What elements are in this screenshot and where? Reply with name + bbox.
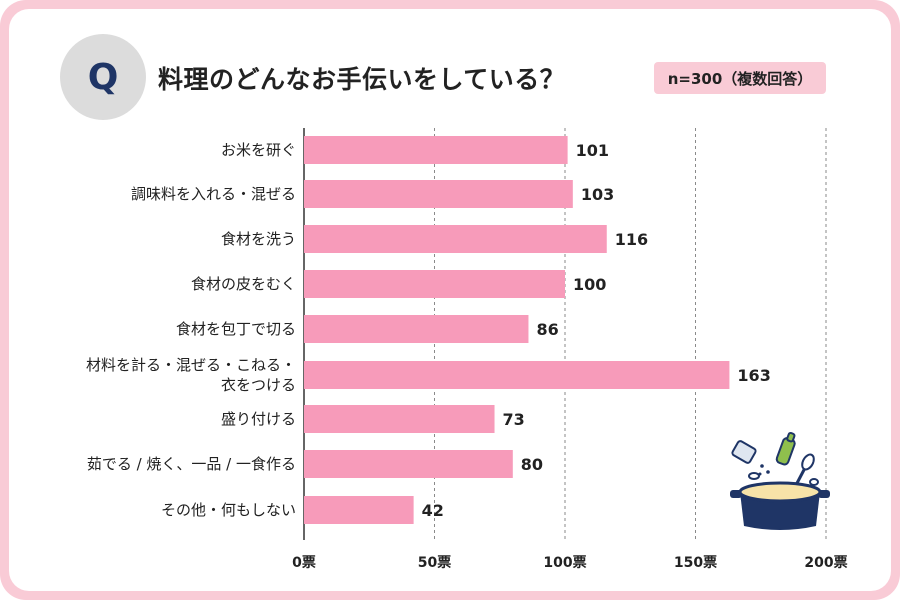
bar [304,496,414,524]
bar [304,405,495,433]
value-label: 100 [573,275,606,294]
category-label: お米を研ぐ [221,141,296,159]
value-label: 103 [581,185,614,204]
bar [304,315,529,343]
labels: 0票 50票 100票 150票 200票 101 お米を研ぐ 103 調味料を入れる・混ぜる 1… [86,141,848,571]
bar [304,180,573,208]
category-label: 食材を包丁で切る [176,320,296,338]
x-tick-label: 150票 [674,555,717,571]
bar [304,225,607,253]
category-label: 食材を洗う [221,230,296,248]
x-tick-label: 50票 [418,555,451,571]
question-badge: Q [60,34,146,120]
category-label: その他・何もしない [161,501,296,519]
value-label: 86 [536,320,558,339]
category-label: 材料を計る・混ぜる・こねる・ [86,356,296,374]
chart-title: 料理のどんなお手伝いをしている？ [158,65,566,94]
bars [304,136,730,524]
category-label: 衣をつける [221,376,296,394]
value-label: 101 [576,141,609,160]
bar [304,450,513,478]
value-label: 116 [615,230,648,249]
bar [304,361,730,389]
cooking-pot-icon [730,431,830,530]
x-tick-label: 200票 [804,555,847,571]
value-label: 80 [521,455,543,474]
category-label: 茹でる / 焼く、一品 / 一食作る [87,455,296,473]
value-label: 42 [422,501,444,520]
bar [304,136,568,164]
x-tick-label: 100票 [543,555,586,571]
category-label: 盛り付ける [221,410,296,428]
bar [304,270,565,298]
value-label: 163 [737,366,770,385]
sample-size-badge: n=300（複数回答） [654,62,826,94]
category-label: 食材の皮をむく [191,275,296,293]
x-tick-label: 0票 [292,555,316,571]
value-label: 73 [503,410,525,429]
category-label: 調味料を入れる・混ぜる [131,185,296,203]
